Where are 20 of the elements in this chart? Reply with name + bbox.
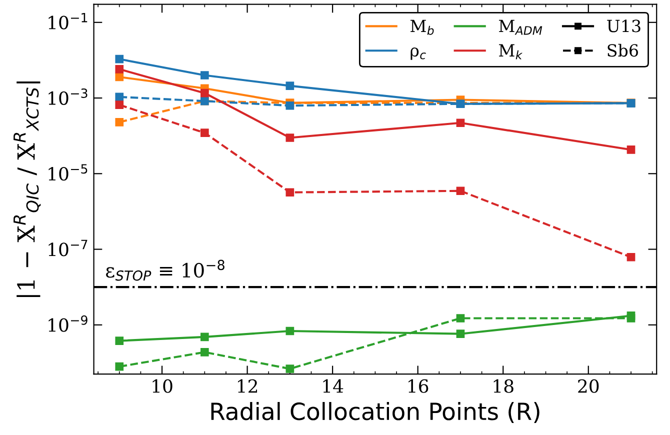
x-tick-label: 16 [408,379,428,393]
x-tick-label: 10 [152,379,172,393]
x-tick-label: 20 [578,379,599,393]
x-axis-title: Radial Collocation Points (R) [211,402,540,424]
legend-label: M$_{k}$ [499,44,523,60]
y-tick-label: 10$^{−7}$ [48,240,88,256]
y-tick-label: 10$^{−5}$ [48,164,88,181]
y-tick-label: 10$^{−1}$ [48,13,88,30]
legend-label: M$_{ADM}$ [499,20,542,35]
annotation: Sb6 [608,44,638,57]
x-tick-label: 14 [323,379,344,393]
legend-label: M$_{b}$ [410,20,434,35]
x-tick-label: 12 [238,379,258,393]
ref-line-label: ε$_{STOP}$ ≡ 10$^{−8}$ [106,260,224,281]
annotation: U13 [607,20,640,32]
x-tick-label: 18 [494,379,514,393]
y-tick-label: 10$^{−9}$ [48,315,88,332]
y-axis-title: |1 − X$^{R}$$_{QIC}$ / X$^{R}$$_{XCTS}$| [14,81,41,298]
legend-label: ρ$_{c}$ [410,47,426,60]
y-tick-label: 10$^{−3}$ [48,88,88,105]
